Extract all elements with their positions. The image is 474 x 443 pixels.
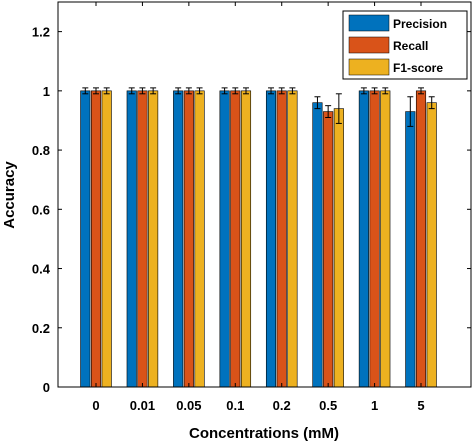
x-tick-label: 1 (371, 398, 378, 413)
x-tick-label: 0.05 (176, 398, 201, 413)
error-bars-layer (82, 87, 435, 127)
bar-f1-score-0.1 (240, 90, 252, 388)
bar-recall-0.2 (276, 90, 287, 388)
bar-precision-0.05 (173, 90, 184, 388)
x-tick-label: 5 (417, 398, 424, 413)
bar-precision-1 (358, 90, 369, 388)
legend-swatch-recall (348, 36, 390, 54)
bar-f1-score-0.01 (148, 90, 159, 388)
legend-label-f1-score: F1-score (393, 61, 443, 75)
y-tick-label: 1.2 (32, 25, 50, 40)
legend-label-precision: Precision (393, 17, 447, 31)
bar-recall-0.01 (137, 90, 148, 388)
bar-precision-0.2 (265, 90, 277, 388)
y-axis: 0 0.2 0.4 0.6 0.8 1 1.2 (32, 25, 471, 395)
legend-swatch-f1-score (348, 58, 390, 76)
x-axis: 0 0.01 0.05 0.1 0.2 0.5 1 5 (92, 2, 425, 413)
y-tick-label: 1 (43, 84, 50, 99)
bar-precision-0.1 (219, 90, 230, 388)
bar-recall-0.5 (323, 111, 334, 388)
x-tick-label: 0 (92, 398, 99, 413)
bar-f1-score-0.5 (333, 108, 344, 388)
bar-f1-score-0.05 (194, 90, 205, 388)
bars-layer (80, 90, 437, 388)
bar-precision-5 (405, 111, 416, 388)
legend-swatch-precision (348, 14, 390, 32)
y-tick-label: 0.4 (32, 262, 51, 277)
y-tick-label: 0.2 (32, 321, 50, 336)
bar-f1-score-0 (101, 90, 112, 388)
bar-recall-0.1 (230, 90, 241, 388)
bar-precision-0.01 (126, 90, 137, 388)
y-tick-label: 0.6 (32, 202, 50, 217)
bar-recall-1 (369, 90, 380, 388)
bar-f1-score-1 (380, 90, 391, 388)
bar-f1-score-5 (426, 102, 437, 388)
x-tick-label: 0.01 (130, 398, 155, 413)
bar-recall-0 (90, 90, 102, 388)
x-tick-label: 0.1 (226, 398, 244, 413)
bar-recall-5 (415, 90, 427, 388)
y-tick-label: 0 (43, 380, 50, 395)
x-axis-label: Concentrations (mM) (189, 425, 339, 442)
x-tick-label: 0.5 (319, 398, 337, 413)
bar-precision-0.5 (312, 102, 323, 388)
y-tick-label: 0.8 (32, 143, 50, 158)
bar-f1-score-0.2 (287, 90, 298, 388)
plot-frame (57, 1, 472, 388)
bar-recall-0.05 (183, 90, 194, 388)
bar-precision-0 (80, 90, 91, 388)
legend: Precision Recall F1-score (342, 10, 468, 80)
x-tick-label: 0.2 (273, 398, 291, 413)
y-axis-label: Accuracy (1, 161, 18, 229)
legend-label-recall: Recall (393, 39, 428, 53)
